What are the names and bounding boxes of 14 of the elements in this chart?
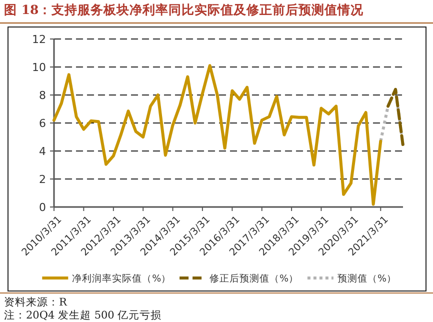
legend-label: 预测值（%）: [337, 272, 396, 284]
y-tick-label: 12: [32, 32, 46, 46]
text: 资料来源：R: [4, 296, 68, 309]
y-tick-label: 2: [39, 172, 46, 186]
y-tick-label: 4: [39, 144, 46, 158]
legend-label: 修正后预测值（%）: [210, 272, 299, 284]
text: 注：20Q4 发生超 500 亿元亏损: [4, 308, 162, 322]
y-tick-label: 0: [39, 200, 46, 214]
y-tick-label: 10: [32, 60, 46, 74]
y-tick-label: 6: [39, 116, 46, 130]
y-tick-label: 8: [39, 88, 46, 102]
line-series: [52, 64, 382, 206]
chart-title: 图 18：支持服务板块净利率同比实际值及修正前后预测值情况: [4, 2, 365, 17]
legend-label: 净利润率实际值（%）: [72, 272, 172, 284]
